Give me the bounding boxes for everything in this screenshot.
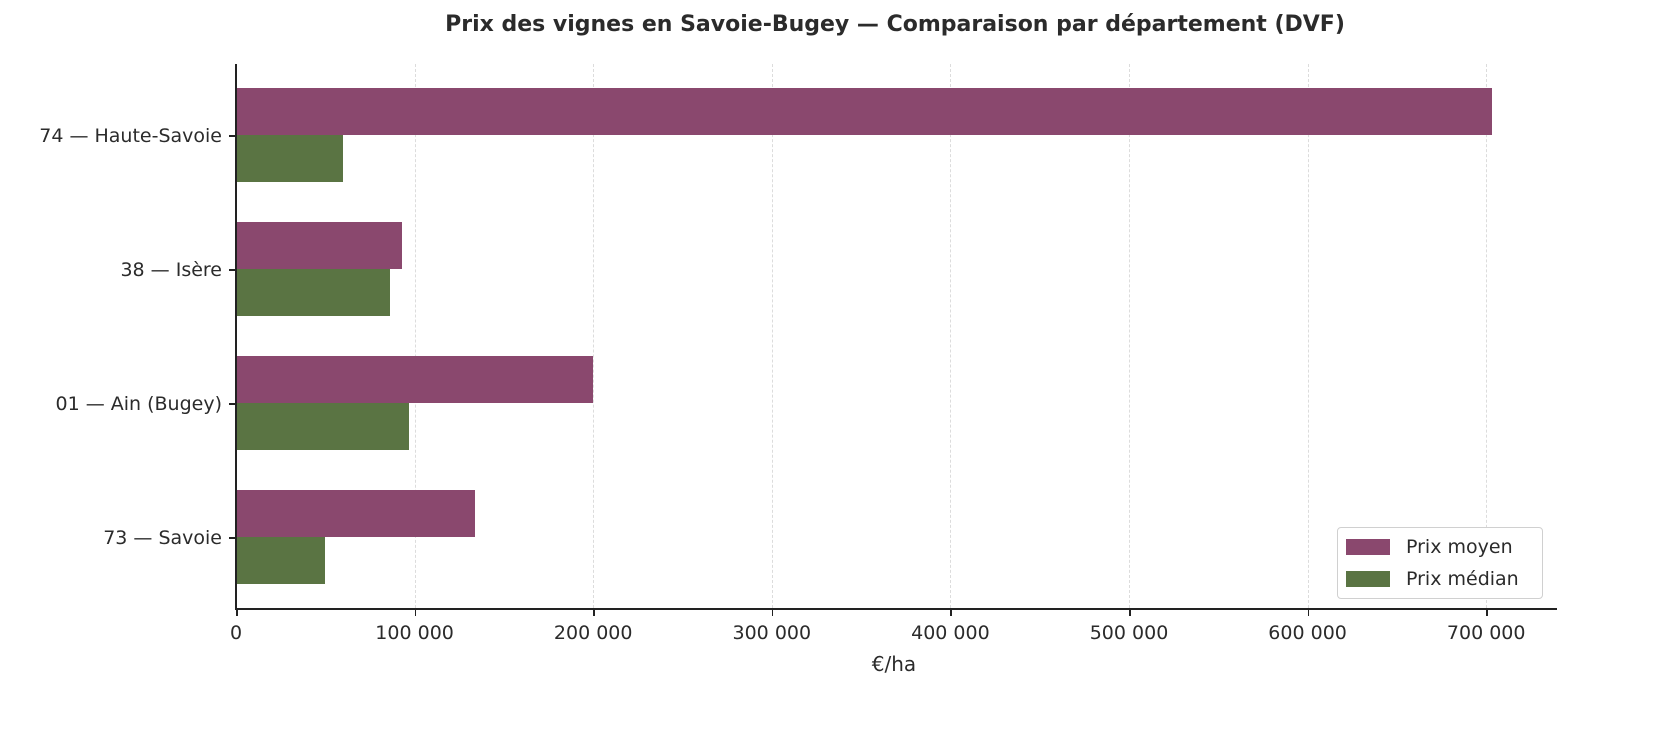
gridline <box>1129 64 1130 608</box>
x-tick-label: 700 000 <box>1446 622 1526 644</box>
x-axis-line <box>235 608 1557 610</box>
legend-swatch-mean <box>1346 539 1390 555</box>
x-tick <box>950 610 952 616</box>
y-axis-line <box>235 64 237 610</box>
gridline <box>593 64 595 608</box>
y-tick <box>229 269 235 271</box>
y-tick-label: 38 — Isère <box>120 259 222 281</box>
x-tick-label: 500 000 <box>1089 622 1169 644</box>
x-tick <box>414 610 417 616</box>
y-tick-label: 74 — Haute-Savoie <box>39 125 222 147</box>
bar-mean <box>236 356 594 403</box>
legend-label-median: Prix médian <box>1406 568 1519 590</box>
x-tick-label: 400 000 <box>911 622 990 644</box>
y-tick <box>229 135 235 137</box>
gridline <box>414 64 416 608</box>
x-tick <box>1129 610 1131 616</box>
legend-label-mean: Prix moyen <box>1406 536 1513 558</box>
x-tick-label: 600 000 <box>1268 622 1347 644</box>
x-tick-label: 200 000 <box>553 622 633 644</box>
gridline <box>1486 64 1488 608</box>
legend-item-median: Prix médian <box>1346 568 1519 590</box>
gridline <box>950 64 952 608</box>
x-tick <box>1307 610 1310 616</box>
x-tick <box>771 610 774 616</box>
x-tick <box>1486 610 1488 616</box>
legend: Prix moyen Prix médian <box>1337 527 1543 599</box>
legend-item-mean: Prix moyen <box>1346 536 1513 558</box>
bar-mean <box>236 222 403 269</box>
legend-swatch-median <box>1346 571 1390 587</box>
bar-mean <box>236 490 476 537</box>
gridline <box>771 64 773 608</box>
gridline <box>1307 64 1309 608</box>
chart-title: Prix des vignes en Savoie-Bugey — Compar… <box>445 12 1345 37</box>
x-tick-label: 300 000 <box>732 622 812 644</box>
x-tick-label: 0 <box>229 622 243 644</box>
bar-median <box>236 537 326 584</box>
y-tick <box>229 537 235 539</box>
bar-median <box>236 403 410 450</box>
x-tick <box>236 610 238 616</box>
y-tick-label: 73 — Savoie <box>103 527 222 549</box>
y-tick-label: 01 — Ain (Bugey) <box>55 393 222 415</box>
bar-mean <box>236 88 1492 135</box>
y-tick <box>229 403 235 405</box>
bar-median <box>236 269 390 316</box>
bar-median <box>236 135 344 182</box>
x-axis-title: €/ha <box>871 652 917 676</box>
x-tick <box>593 610 595 616</box>
x-tick-label: 100 000 <box>375 622 454 644</box>
